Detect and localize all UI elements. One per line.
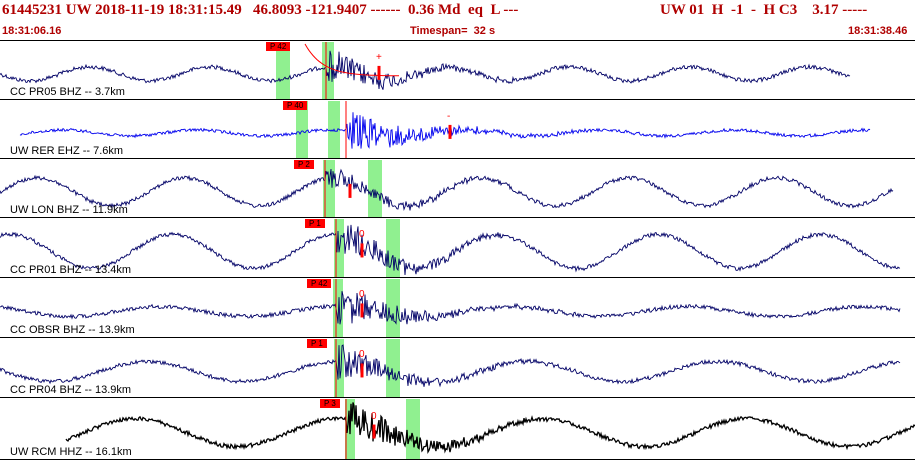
panel-divider — [0, 158, 915, 159]
s-window-band — [406, 399, 420, 460]
p-pick-label[interactable]: P 3 — [320, 399, 340, 408]
s-window-band — [368, 160, 382, 218]
p-pick-label[interactable]: P 1 — [305, 219, 325, 228]
station-label: CC PR01 BHZ -- 13.4km — [10, 264, 132, 276]
s-pick-marker[interactable] — [360, 363, 364, 378]
seismogram-canvas — [0, 160, 894, 218]
waveform-trace — [0, 291, 901, 325]
panel-divider — [0, 277, 915, 278]
seismogram-panel[interactable]: P 40 - UW RER EHZ -- 7.6km — [0, 101, 915, 159]
waveform-trace — [0, 50, 851, 90]
s-pick-marker[interactable] — [348, 183, 352, 198]
p-pick-label[interactable]: P 1 — [307, 339, 327, 348]
station-label: CC PR05 BHZ -- 3.7km — [10, 86, 125, 98]
depth-value: ------ — [370, 2, 401, 18]
event-header: 61445231 UW 2018-11-19 18:31:15.49 46.80… — [0, 0, 915, 40]
s-pick-glyph: 0 — [359, 349, 365, 361]
s-pick-marker[interactable] — [360, 243, 364, 258]
p-window-band — [334, 339, 344, 398]
p-pick-label[interactable]: P 40 — [283, 101, 308, 110]
waveform-trace — [0, 168, 894, 211]
s-pick-glyph: + — [376, 51, 382, 63]
latitude: 46.8093 — [252, 2, 302, 18]
p-pick-label[interactable]: P 42 — [266, 42, 291, 51]
s-pick-glyph: 0 — [359, 289, 365, 301]
event-flag: L --- — [490, 2, 519, 18]
s-window-band — [386, 339, 400, 398]
station-label: CC OBSR BHZ -- 13.9km — [10, 324, 135, 336]
seismogram-panel[interactable]: P 3 0 UW RCM HHZ -- 16.1km — [0, 399, 915, 460]
end-time: 18:31:38.46 — [848, 25, 908, 37]
seismogram-panel[interactable]: P 42 0 CC OBSR BHZ -- 13.9km — [0, 279, 915, 338]
s-window-band — [386, 219, 400, 278]
s-pick-glyph: - — [447, 110, 451, 122]
start-time: 18:31:06.16 — [2, 25, 62, 37]
station-label: UW RER EHZ -- 7.6km — [10, 145, 124, 157]
seismogram-panel[interactable]: P 1 0 CC PR04 BHZ -- 13.9km — [0, 339, 915, 398]
s-pick-marker[interactable] — [372, 424, 376, 439]
event-network: UW — [65, 2, 92, 18]
s-pick-marker[interactable] — [360, 303, 364, 318]
origin-time: 2018-11-19 18:31:15.49 — [95, 2, 242, 18]
panel-divider — [0, 337, 915, 338]
s-pick-marker[interactable] — [377, 65, 381, 80]
longitude: -121.9407 — [305, 2, 367, 18]
seismogram-panel[interactable]: P 2 UW LON BHZ -- 11.9km — [0, 160, 915, 218]
event-id: 61445231 — [2, 2, 62, 18]
panel-divider — [0, 217, 915, 218]
s-pick-marker[interactable] — [448, 124, 452, 139]
p-window-band — [333, 279, 343, 338]
header-divider — [0, 40, 915, 41]
station-label: UW RCM HHZ -- 16.1km — [10, 446, 132, 458]
s-pick-glyph: 0 — [359, 229, 365, 241]
event-summary: 61445231 UW 2018-11-19 18:31:15.49 46.80… — [2, 2, 518, 19]
seismogram-canvas — [0, 219, 901, 278]
waveform-trace — [19, 112, 871, 149]
seismogram-canvas — [65, 399, 915, 460]
seismogram-canvas — [0, 339, 901, 398]
seismogram-canvas — [19, 101, 871, 159]
panel-divider — [0, 99, 915, 100]
seismogram-panel[interactable]: P 42 + CC PR05 BHZ -- 3.7km — [0, 42, 915, 100]
station-label: UW LON BHZ -- 11.9km — [10, 204, 128, 216]
waveform-trace — [0, 344, 901, 388]
seismogram-panel[interactable]: P 1 0 CC PR01 BHZ -- 13.4km — [0, 219, 915, 278]
s-pick-glyph: 0 — [371, 410, 377, 422]
panel-divider — [0, 397, 915, 398]
s-window-band — [386, 279, 400, 338]
coda-decay-curve — [304, 43, 399, 77]
p-window-band — [296, 101, 308, 159]
p-pick-label[interactable]: P 2 — [294, 160, 314, 169]
waveform-trace — [0, 224, 901, 276]
p-pick-label[interactable]: P 42 — [307, 279, 332, 288]
magnitude: 0.36 Md — [407, 2, 461, 18]
timespan: Timespan= 32 s — [410, 25, 496, 37]
event-type: eq — [467, 2, 483, 18]
seismogram-canvas — [0, 279, 901, 338]
solution-summary: UW 01 H -1 - H C3 3.17 ----- — [660, 2, 868, 18]
station-label: CC PR04 BHZ -- 13.9km — [10, 384, 132, 396]
p-window-band — [276, 42, 290, 100]
seismogram-canvas — [0, 42, 851, 100]
waveform-trace — [65, 402, 915, 454]
